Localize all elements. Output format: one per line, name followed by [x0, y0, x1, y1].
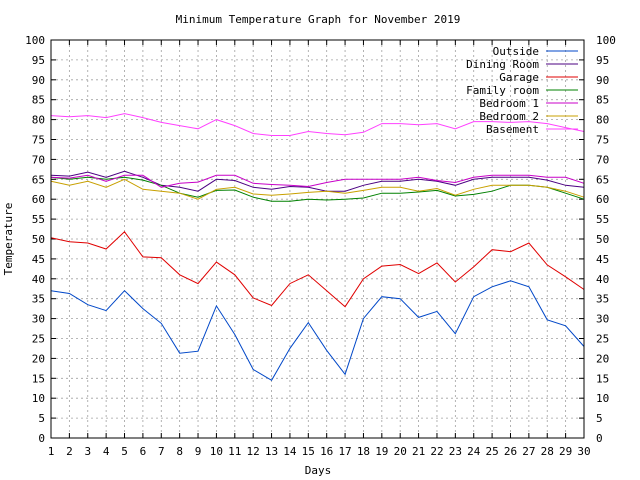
x-tick-label: 26 [504, 445, 517, 458]
y-tick-label-left: 25 [32, 333, 45, 346]
x-tick-label: 10 [210, 445, 223, 458]
x-tick-label: 24 [467, 445, 481, 458]
legend-label-garage: Garage [499, 71, 539, 84]
y-tick-label-right: 40 [596, 273, 609, 286]
y-tick-label-right: 60 [596, 193, 609, 206]
legend-label-dining-room: Dining Room [466, 58, 539, 71]
y-tick-label-left: 65 [32, 173, 45, 186]
y-tick-label-right: 100 [596, 34, 616, 47]
series-line-family-room [50, 176, 585, 202]
y-tick-label-left: 85 [32, 94, 45, 107]
y-tick-label-left: 90 [32, 74, 45, 87]
y-tick-label-left: 95 [32, 54, 45, 67]
y-tick-label-left: 35 [32, 293, 45, 306]
legend-label-bedroom-2: Bedroom 2 [479, 110, 539, 123]
y-tick-label-right: 35 [596, 293, 609, 306]
x-tick-label: 25 [485, 445, 498, 458]
y-tick-label-right: 30 [596, 313, 609, 326]
x-tick-label: 15 [302, 445, 315, 458]
legend-label-basement: Basement [486, 123, 539, 136]
y-tick-label-right: 45 [596, 253, 609, 266]
y-tick-label-left: 30 [32, 313, 45, 326]
x-tick-label: 4 [103, 445, 110, 458]
y-tick-label-right: 20 [596, 352, 609, 365]
series-line-outside [50, 280, 585, 381]
x-tick-label: 9 [195, 445, 202, 458]
x-tick-label: 14 [283, 445, 297, 458]
x-tick-label: 30 [577, 445, 590, 458]
y-tick-label-right: 80 [596, 114, 609, 127]
x-tick-label: 19 [375, 445, 388, 458]
y-tick-label-left: 0 [38, 432, 45, 445]
legend-label-bedroom-1: Bedroom 1 [479, 97, 539, 110]
y-tick-label-left: 20 [32, 352, 45, 365]
x-tick-label: 16 [320, 445, 333, 458]
x-tick-label: 12 [247, 445, 260, 458]
series-lines [50, 113, 585, 381]
x-tick-label: 20 [394, 445, 407, 458]
x-tick-label: 1 [48, 445, 55, 458]
y-tick-label-left: 100 [25, 34, 45, 47]
y-tick-label-right: 0 [596, 432, 603, 445]
x-tick-label: 13 [265, 445, 278, 458]
y-tick-label-left: 40 [32, 273, 45, 286]
series-line-bedroom-1 [50, 174, 585, 188]
x-tick-label: 7 [158, 445, 165, 458]
y-tick-label-right: 90 [596, 74, 609, 87]
y-axis-label: Temperature [2, 203, 15, 276]
y-tick-label-right: 70 [596, 153, 609, 166]
x-tick-label: 27 [522, 445, 535, 458]
x-tick-label: 8 [176, 445, 183, 458]
y-tick-label-right: 25 [596, 333, 609, 346]
y-tick-label-right: 55 [596, 213, 609, 226]
x-tick-label: 28 [541, 445, 554, 458]
chart-title: Minimum Temperature Graph for November 2… [176, 13, 461, 26]
x-tick-label: 23 [449, 445, 462, 458]
x-axis-label: Days [305, 464, 332, 477]
y-tick-label-right: 10 [596, 392, 609, 405]
y-tick-label-left: 15 [32, 372, 45, 385]
y-tick-label-left: 50 [32, 233, 45, 246]
y-tick-label-right: 5 [596, 412, 603, 425]
legend-label-family-room: Family room [466, 84, 539, 97]
y-tick-label-right: 50 [596, 233, 609, 246]
x-tick-label: 6 [140, 445, 147, 458]
series-line-basement [50, 113, 585, 136]
y-tick-label-right: 65 [596, 173, 609, 186]
y-tick-label-left: 45 [32, 253, 45, 266]
series-line-garage [50, 231, 585, 308]
y-tick-label-left: 80 [32, 114, 45, 127]
x-tick-label: 17 [338, 445, 351, 458]
y-tick-label-right: 95 [596, 54, 609, 67]
y-tick-label-right: 75 [596, 134, 609, 147]
x-tick-label: 21 [412, 445, 425, 458]
grid [51, 40, 584, 438]
x-tick-label: 18 [357, 445, 370, 458]
y-tick-label-right: 15 [596, 372, 609, 385]
x-tick-label: 11 [228, 445, 241, 458]
y-tick-label-left: 55 [32, 213, 45, 226]
x-tick-label: 2 [66, 445, 73, 458]
series-line-bedroom-2 [50, 178, 585, 200]
y-tick-label-left: 60 [32, 193, 45, 206]
y-tick-label-left: 10 [32, 392, 45, 405]
x-tick-label: 29 [559, 445, 572, 458]
y-tick-label-left: 70 [32, 153, 45, 166]
legend-label-outside: Outside [493, 45, 539, 58]
y-tick-label-left: 5 [38, 412, 45, 425]
y-tick-label-left: 75 [32, 134, 45, 147]
plot-border [50, 39, 585, 439]
y-tick-label-right: 85 [596, 94, 609, 107]
x-tick-label: 3 [84, 445, 91, 458]
series-line-dining-room [50, 170, 585, 192]
x-tick-label: 5 [121, 445, 128, 458]
x-tick-label: 22 [430, 445, 443, 458]
